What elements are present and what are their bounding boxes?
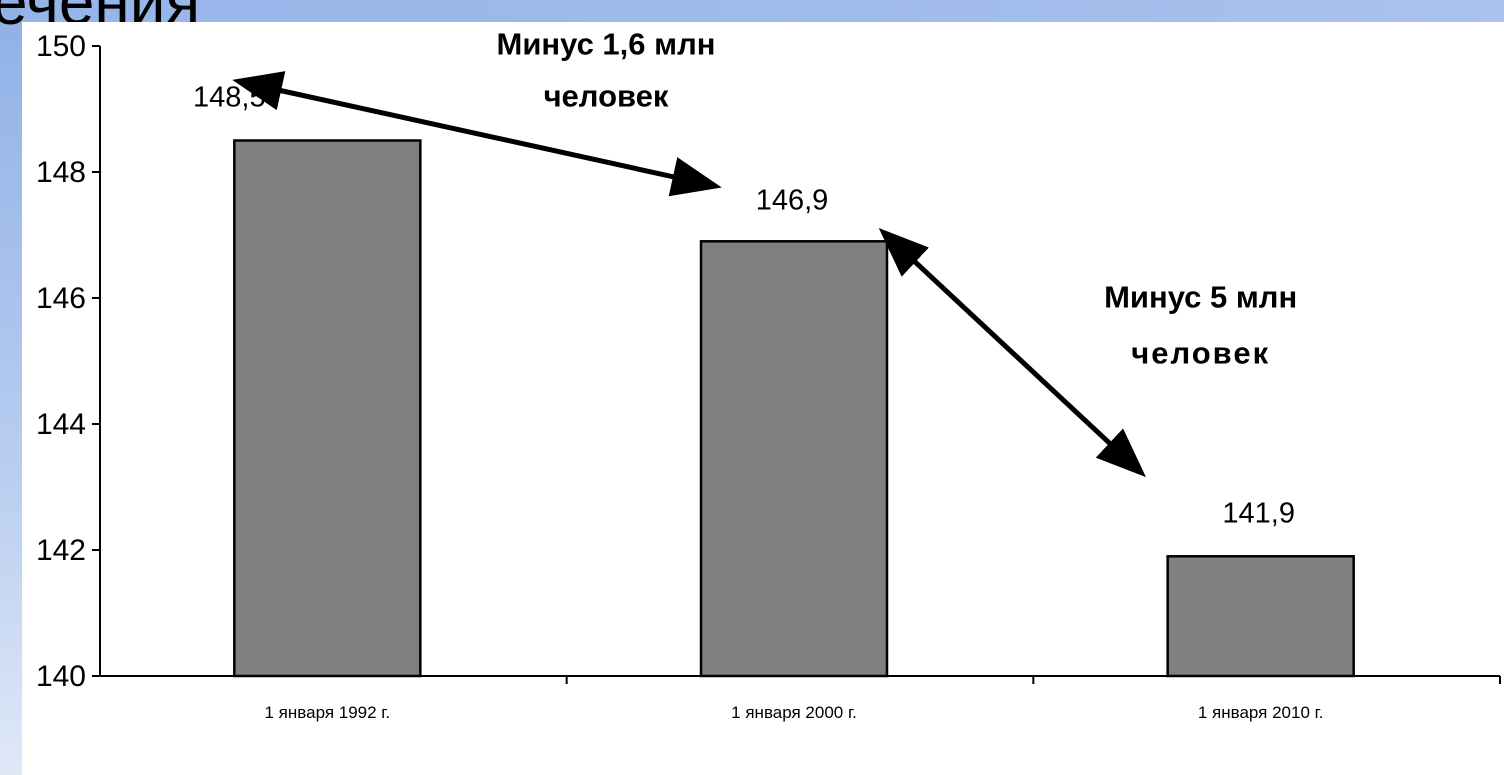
y-tick-label: 142 (36, 534, 86, 567)
x-tick-label: 1 января 1992 г. (265, 703, 391, 722)
value-label: 141,9 (1222, 497, 1295, 529)
x-tick-label: 1 января 2000 г. (731, 703, 857, 722)
annotation-label: человек (544, 79, 669, 114)
y-tick-label: 144 (36, 408, 86, 441)
y-tick-label: 150 (36, 30, 86, 63)
slide-background-top (0, 0, 1504, 22)
x-tick-label: 1 января 2010 г. (1198, 703, 1324, 722)
annotation-arrow (232, 71, 722, 197)
value-label: 146,9 (756, 184, 829, 216)
bar (699, 240, 889, 678)
bar-chart: 140 142 144 146 148 150 1 января 1992 г. 1 янва… (36, 27, 1501, 722)
slide-background-left (0, 0, 22, 775)
value-label: 148,5 (193, 82, 266, 114)
y-tick-label: 140 (36, 660, 86, 693)
annotation-label: Минус 1,6 млн (497, 27, 716, 62)
chart-panel: 140 142 144 146 148 150 1 января 1992 г. 1 янва… (22, 22, 1504, 775)
annotation-label: Минус 5 млн (1104, 279, 1297, 314)
bar (1166, 555, 1355, 678)
y-tick-label: 146 (36, 282, 86, 315)
annotation-label: человек (1131, 335, 1270, 370)
y-tick-label: 148 (36, 156, 86, 189)
annotation-arrow (878, 228, 1146, 478)
bars (233, 139, 1355, 678)
annotations: Минус 1,6 млн человек Минус 5 млн человек (232, 27, 1297, 478)
bar (233, 139, 422, 678)
